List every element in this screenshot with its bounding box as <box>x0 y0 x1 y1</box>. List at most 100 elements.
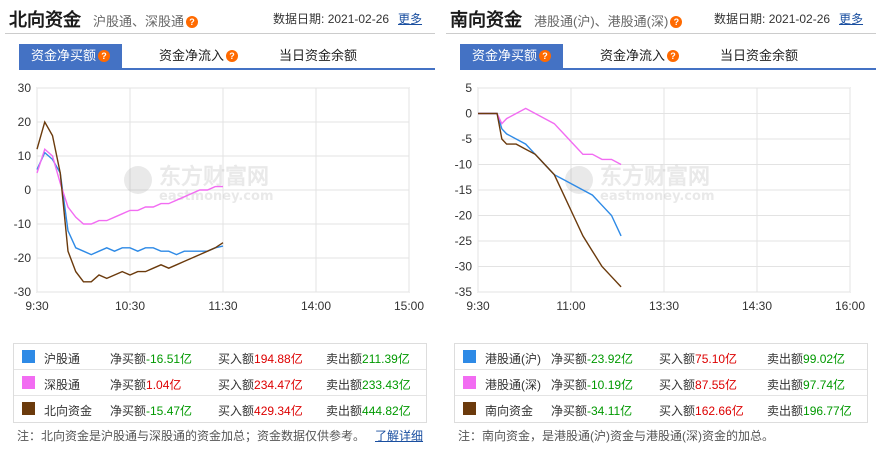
legend-row: 港股通(沪) 净买额-23.92亿 买入额75.10亿 卖出额99.02亿 <box>455 344 867 370</box>
panel-subtitle: 港股通(沪)、港股通(深)? <box>534 11 683 30</box>
buy-label: 买入额 <box>218 404 255 418</box>
buy-label: 买入额 <box>218 378 255 392</box>
series-swatch <box>22 350 35 363</box>
y-tick-label: -5 <box>461 132 472 146</box>
series-swatch <box>463 376 476 389</box>
buy-label: 买入额 <box>218 352 255 366</box>
sell-cell: 卖出额444.82亿 <box>326 402 411 419</box>
footnote: 注：北向资金是沪股通与深股通的资金加总；资金数据仅供参考。 了解详细 <box>17 427 423 444</box>
series-name: 北向资金 <box>44 404 93 418</box>
series-name: 深股通 <box>44 378 81 392</box>
y-tick-label: 20 <box>18 115 32 129</box>
buy-value: 87.55亿 <box>695 378 738 392</box>
date-value: 2021-02-26 <box>768 12 831 26</box>
sell-label: 卖出额 <box>767 352 804 366</box>
sell-label: 卖出额 <box>326 404 363 418</box>
watermark-en: eastmoney.com <box>600 189 715 204</box>
sell-value: 196.77亿 <box>803 404 852 418</box>
panel-title: 南向资金 <box>450 10 522 30</box>
help-icon[interactable]: ? <box>98 50 111 62</box>
series-swatch <box>22 402 35 415</box>
footnote: 注：南向资金，是港股通(沪)资金与港股通(深)资金的加总。 <box>458 427 774 444</box>
help-icon[interactable]: ? <box>539 50 552 62</box>
subtitle-text: 港股通(沪)、港股通(深) <box>534 14 669 29</box>
buy-value: 162.66亿 <box>695 404 744 418</box>
net-value: -16.51亿 <box>146 352 193 366</box>
x-tick-label: 11:30 <box>208 299 237 313</box>
x-tick-label: 14:00 <box>301 299 331 313</box>
x-tick-label: 9:30 <box>466 299 490 313</box>
net-cell: 净买额-16.51亿 <box>110 350 192 367</box>
x-tick-label: 9:30 <box>25 299 49 313</box>
y-tick-label: -30 <box>455 260 473 274</box>
sell-cell: 卖出额211.39亿 <box>326 350 410 367</box>
sell-label: 卖出额 <box>326 352 363 366</box>
watermark-cn: 东方财富网 <box>159 164 269 190</box>
sell-cell: 卖出额196.77亿 <box>767 402 852 419</box>
tab-net-inflow[interactable]: 资金净流入? <box>159 44 239 68</box>
tab-daily-balance[interactable]: 当日资金余额 <box>279 48 358 63</box>
x-tick-label: 15:00 <box>394 299 424 313</box>
learn-more-link[interactable]: 了解详细 <box>375 429 424 443</box>
series-line <box>36 151 224 256</box>
tab-daily-balance[interactable]: 当日资金余额 <box>720 48 799 63</box>
note-text: 注：南向资金，是港股通(沪)资金与港股通(深)资金的加总。 <box>458 429 774 443</box>
buy-label: 买入额 <box>659 352 696 366</box>
help-icon[interactable]: ? <box>186 16 199 28</box>
watermark-cn: 东方财富网 <box>600 164 710 190</box>
net-label: 净买额 <box>551 352 588 366</box>
net-value: -15.47亿 <box>146 404 193 418</box>
subtitle-text: 沪股通、深股通 <box>93 14 185 29</box>
net-cell: 净买额-15.47亿 <box>110 402 192 419</box>
tab-net-inflow[interactable]: 资金净流入? <box>600 44 680 68</box>
net-label: 净买额 <box>110 404 147 418</box>
y-tick-label: -20 <box>455 209 473 223</box>
y-tick-label: -10 <box>14 217 32 231</box>
buy-cell: 买入额75.10亿 <box>659 350 737 367</box>
y-tick-label: -20 <box>14 251 32 265</box>
panel-header: 南向资金 港股通(沪)、港股通(深)? 数据日期: 2021-02-26 更多 <box>446 0 876 34</box>
tab-underline <box>19 68 435 70</box>
legend-table: 沪股通 净买额-16.51亿 买入额194.88亿 卖出额211.39亿 深股通… <box>13 343 427 423</box>
help-icon[interactable]: ? <box>667 50 680 62</box>
date-label: 数据日期: <box>273 12 325 26</box>
buy-cell: 买入额87.55亿 <box>659 376 737 393</box>
sell-label: 卖出额 <box>326 378 363 392</box>
legend-row: 北向资金 净买额-15.47亿 买入额429.34亿 卖出额444.82亿 <box>14 396 426 422</box>
legend-row: 港股通(深) 净买额-10.19亿 买入额87.55亿 卖出额97.74亿 <box>455 370 867 396</box>
sell-cell: 卖出额97.74亿 <box>767 376 845 393</box>
y-tick-label: -25 <box>455 234 473 248</box>
tab-net-buy[interactable]: 资金净买额? <box>460 44 564 68</box>
sell-value: 444.82亿 <box>362 404 411 418</box>
help-icon[interactable]: ? <box>670 16 683 28</box>
panel-title: 北向资金 <box>9 10 81 30</box>
series-name: 港股通(沪) <box>485 352 541 366</box>
date-value: 2021-02-26 <box>327 12 390 26</box>
net-label: 净买额 <box>110 352 147 366</box>
sell-value: 97.74亿 <box>803 378 846 392</box>
y-tick-label: 0 <box>24 183 31 197</box>
legend-row: 南向资金 净买额-34.11亿 买入额162.66亿 卖出额196.77亿 <box>455 396 867 422</box>
buy-value: 194.88亿 <box>254 352 303 366</box>
watermark-logo <box>565 166 593 194</box>
tab-net-buy[interactable]: 资金净买额? <box>19 44 123 68</box>
northbound-panel: 北向资金 沪股通、深股通? 数据日期: 2021-02-26 更多 资金净买额?… <box>5 0 435 452</box>
series-line <box>478 107 622 166</box>
y-tick-label: -30 <box>14 285 32 299</box>
tab-label: 资金净买额 <box>472 48 538 63</box>
net-cell: 净买额1.04亿 <box>110 376 181 393</box>
tab-label: 资金净买额 <box>31 48 97 63</box>
more-link[interactable]: 更多 <box>839 12 864 26</box>
panel-subtitle: 沪股通、深股通? <box>93 11 199 30</box>
y-tick-label: -35 <box>455 285 473 299</box>
data-date: 数据日期: 2021-02-26 <box>714 10 830 27</box>
help-icon[interactable]: ? <box>226 50 239 62</box>
buy-cell: 买入额234.47亿 <box>218 376 303 393</box>
buy-cell: 买入额429.34亿 <box>218 402 303 419</box>
x-tick-label: 14:30 <box>742 299 772 313</box>
buy-cell: 买入额162.66亿 <box>659 402 744 419</box>
note-text: 注：北向资金是沪股通与深股通的资金加总；资金数据仅供参考。 <box>17 429 366 443</box>
more-link[interactable]: 更多 <box>398 12 423 26</box>
y-tick-label: -10 <box>455 158 473 172</box>
